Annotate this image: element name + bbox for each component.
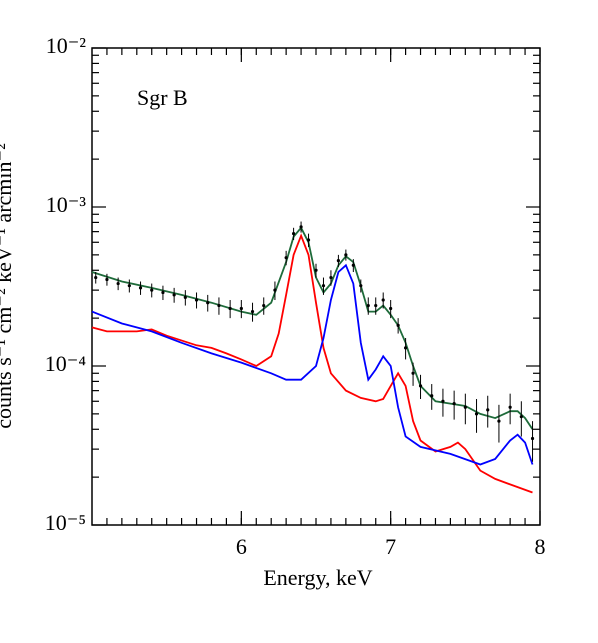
data-point [183,295,187,300]
data-point [430,394,434,398]
data-point [239,306,243,311]
data-point [321,284,326,288]
data-point [194,298,199,302]
data-point [381,298,385,302]
x-tick-label: 8 [535,534,546,559]
data-point [463,405,467,409]
data-point [411,371,415,375]
data-point [217,303,221,308]
data-point [273,288,277,292]
data-point [250,309,255,314]
data-point [329,275,333,280]
y-axis-label: counts s⁻¹ cm⁻² keV⁻¹ arcmin⁻² [0,143,16,429]
data-point [105,277,109,282]
data-point [418,384,423,388]
data-point [351,263,355,267]
data-point [150,288,154,292]
data-point [404,346,408,350]
y-tick-label: 10⁻³ [46,192,87,217]
data-point [366,303,370,308]
model-curve [91,233,533,494]
data-point [306,238,311,242]
data-point [116,281,120,286]
data-point [94,275,98,280]
y-tick-label: 10⁻⁵ [45,510,86,535]
data-point [486,408,490,412]
x-tick-label: 7 [385,534,396,559]
data-point [299,225,303,229]
data-point [161,290,165,295]
data-point [497,419,501,423]
data-point [206,301,210,305]
data-point [374,303,378,308]
data-point [519,415,523,419]
plot-frame [91,47,541,526]
data-point [530,436,535,441]
model-curve [91,226,534,430]
model-curve [91,263,534,466]
data-point [508,405,512,409]
annotation: Sgr B [137,85,188,110]
data-point [262,303,266,308]
data-point [344,253,348,257]
x-axis-label: Energy, keV [263,565,372,590]
data-point [389,306,393,311]
data-point [441,399,445,403]
data-point [138,286,143,290]
x-tick-label: 6 [236,534,247,559]
y-tick-label: 10⁻⁴ [45,351,87,376]
y-tick-label: 10⁻² [46,33,87,58]
data-point [474,412,479,416]
data-point [359,284,363,288]
data-point [172,293,176,297]
data-point [396,323,400,328]
data-point [314,268,318,272]
data-point [284,256,288,260]
data-point [336,259,340,263]
data-point [452,402,456,406]
data-point [127,284,131,288]
data-point [292,232,296,236]
data-point [228,306,232,311]
